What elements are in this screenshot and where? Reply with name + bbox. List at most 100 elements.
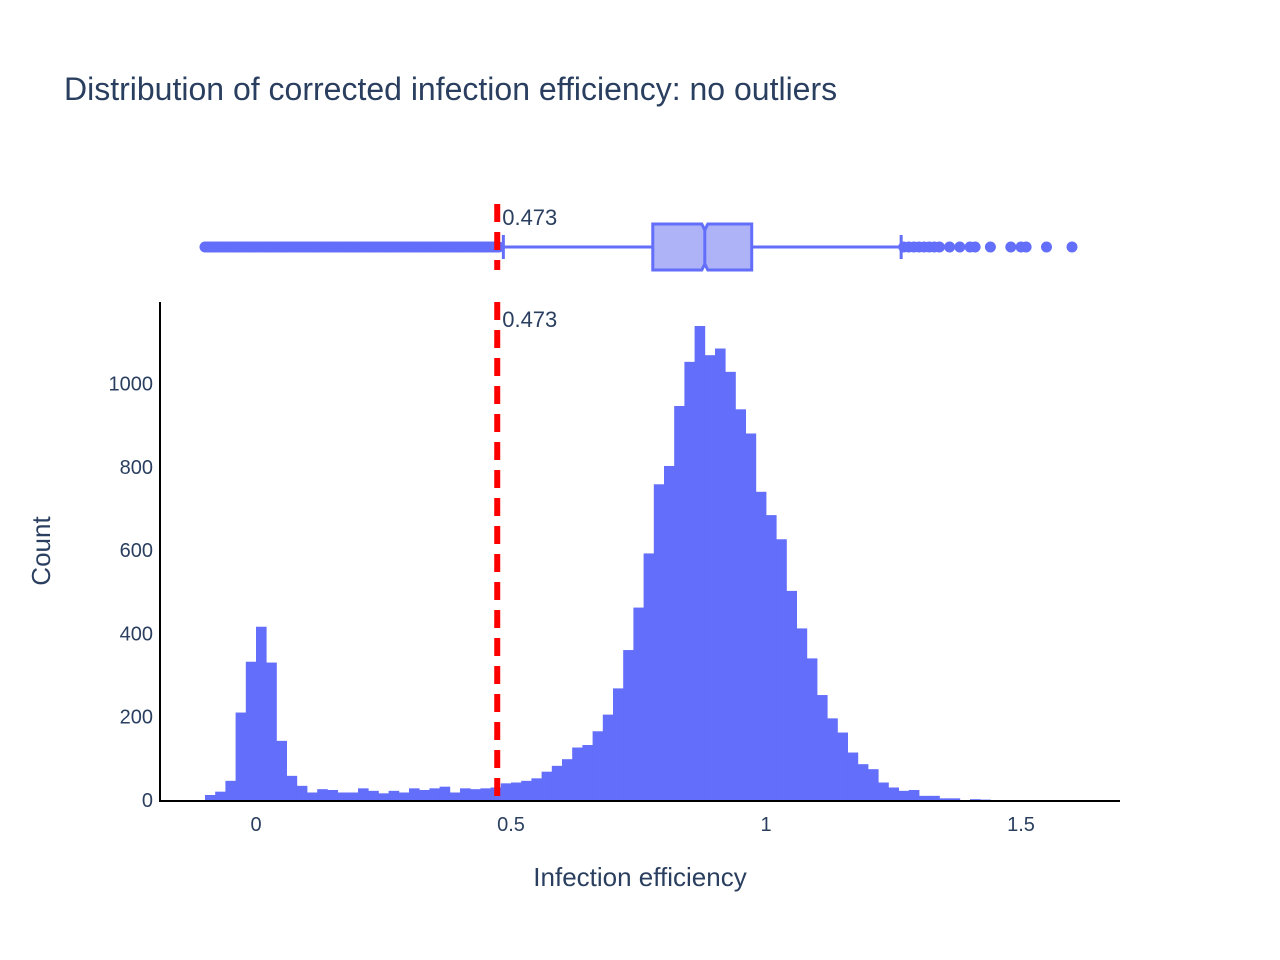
x-tick-label: 0.5 — [497, 814, 525, 836]
outlier-point — [1020, 241, 1032, 253]
histogram-bar — [776, 539, 787, 800]
histogram-bar — [735, 409, 746, 800]
outlier-point — [1041, 241, 1052, 253]
histogram-bar — [878, 782, 889, 800]
histogram-bar — [929, 795, 940, 800]
histogram-bar — [368, 790, 379, 800]
histogram-bar — [847, 752, 859, 800]
histogram-bar — [827, 718, 838, 800]
histogram-bar — [725, 371, 736, 800]
x-tick-label: 1 — [760, 814, 771, 836]
histogram-bar — [602, 714, 614, 800]
chart-title: Distribution of corrected infection effi… — [64, 71, 837, 107]
histogram-bar — [449, 792, 461, 800]
histogram-bar — [674, 405, 685, 800]
histogram-bar — [225, 780, 236, 800]
threshold-label-hist: 0.473 — [502, 307, 557, 332]
histogram-bar — [837, 732, 848, 800]
y-tick-label: 1000 — [109, 374, 154, 396]
y-tick-label: 400 — [120, 623, 153, 645]
histogram-bar — [857, 764, 869, 800]
histogram-bar — [347, 792, 359, 800]
histogram-bar — [582, 745, 593, 800]
histogram-bar — [388, 790, 400, 800]
histogram-bar — [358, 788, 369, 800]
histogram-bar — [817, 695, 828, 800]
histogram-bar — [245, 661, 257, 800]
outlier-point — [954, 241, 966, 253]
threshold-marker: 0.473 0.473 — [494, 204, 557, 800]
histogram-bar — [500, 783, 512, 800]
histogram-bar — [409, 788, 420, 800]
histogram-bar — [286, 775, 298, 800]
histogram-bar — [398, 792, 410, 800]
histogram-bar — [704, 355, 716, 800]
outlier-point — [984, 241, 996, 253]
histogram-bar — [327, 790, 338, 800]
histogram-bar — [613, 688, 624, 800]
histogram-bar — [653, 484, 665, 800]
histogram-bar — [429, 788, 440, 800]
outlier-point — [944, 241, 956, 253]
histogram-bar — [949, 798, 961, 800]
histogram-bar — [755, 491, 767, 800]
outlier-point — [933, 241, 945, 253]
histogram-bar — [511, 782, 522, 800]
y-axis-title: Count — [26, 516, 56, 586]
histogram-bar — [939, 798, 950, 800]
histogram-bar — [684, 361, 695, 800]
histogram-bar — [215, 791, 226, 800]
histogram-bar — [572, 747, 583, 800]
histogram-bar — [235, 712, 247, 800]
histogram-bars — [205, 326, 991, 800]
histogram-bar — [908, 790, 920, 800]
histogram-bar — [868, 769, 879, 800]
histogram-bar — [623, 650, 634, 800]
histogram-bar — [296, 785, 308, 800]
boxplot — [199, 222, 1078, 272]
histogram-bar — [898, 790, 910, 800]
histogram-bar — [888, 787, 899, 800]
box-iqr — [651, 222, 754, 272]
histogram-bar — [307, 792, 318, 800]
histogram-bar — [562, 759, 573, 800]
histogram-bar — [337, 792, 349, 800]
histogram-bar — [205, 795, 216, 800]
histogram-bar — [480, 788, 491, 800]
histogram-bar — [317, 789, 328, 800]
outlier-point — [969, 241, 981, 253]
y-tick-label: 200 — [120, 707, 153, 729]
histogram-bar — [796, 628, 808, 800]
histogram-bar — [643, 553, 655, 800]
histogram-bar — [439, 786, 451, 800]
histogram-bar — [256, 626, 267, 800]
y-tick-label: 600 — [120, 540, 153, 562]
histogram-bar — [715, 348, 726, 800]
histogram-bar — [470, 789, 481, 800]
histogram-bar — [633, 607, 644, 800]
histogram-bar — [521, 780, 532, 800]
histogram-bar — [745, 433, 757, 800]
outlier-point — [1005, 241, 1017, 253]
histogram-bar — [266, 662, 277, 800]
histogram-bar — [970, 799, 981, 800]
y-tick-label: 0 — [142, 790, 153, 812]
threshold-label-box: 0.473 — [502, 205, 557, 230]
histogram-bar — [786, 590, 797, 800]
histogram-bar — [378, 793, 389, 800]
histogram-bar — [541, 771, 553, 800]
x-tick-label: 1.5 — [1007, 814, 1035, 836]
histogram-bar — [694, 326, 706, 800]
histogram-bar — [419, 790, 430, 800]
histogram-bar — [551, 765, 563, 800]
y-tick-label: 800 — [120, 457, 153, 479]
histogram-bar — [766, 515, 777, 800]
x-tick-label: 0 — [250, 814, 261, 836]
outlier-point — [1066, 241, 1078, 253]
histogram-bar — [919, 795, 930, 800]
x-axis-title: Infection efficiency — [533, 862, 746, 892]
histogram-bar — [806, 658, 818, 800]
histogram-bar — [592, 731, 604, 800]
y-tick-labels: 0 200 400 600 800 1000 — [109, 374, 154, 813]
